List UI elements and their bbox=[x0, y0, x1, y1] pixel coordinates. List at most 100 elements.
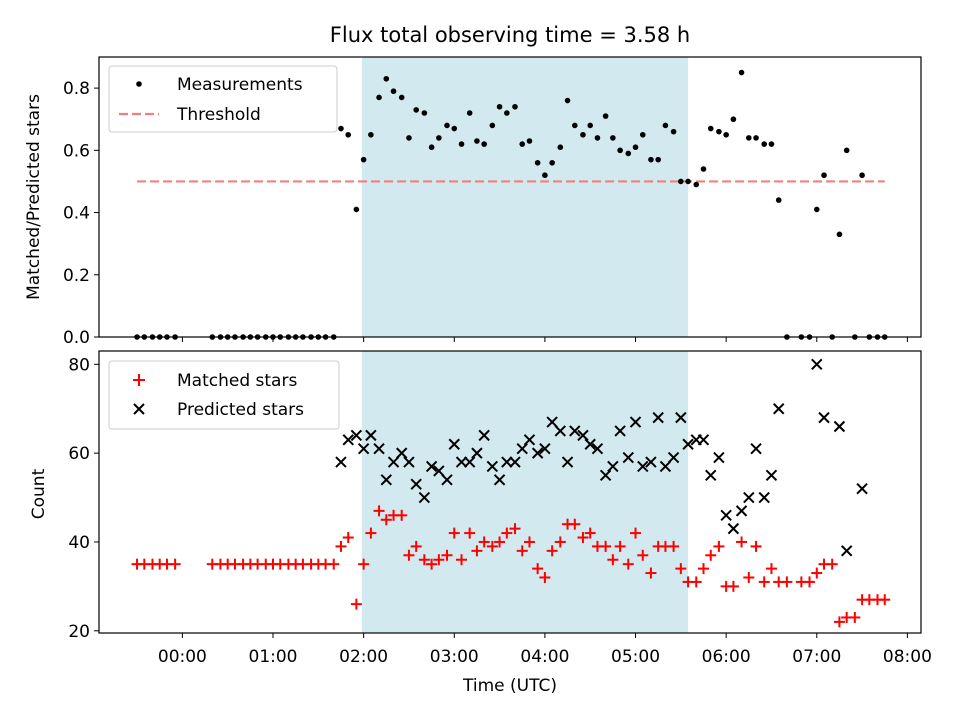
predicted-star-point bbox=[773, 403, 785, 415]
measurement-point bbox=[625, 150, 632, 157]
predicted-star-point bbox=[418, 491, 431, 504]
matched-star-point bbox=[380, 514, 392, 526]
matched-star-point bbox=[727, 580, 739, 592]
matched-star-point bbox=[736, 536, 748, 548]
predicted-star-point bbox=[395, 447, 408, 459]
measurement-point bbox=[436, 135, 442, 141]
matched-star-point bbox=[554, 536, 566, 548]
predicted-star-point bbox=[523, 434, 536, 446]
predicted-star-point bbox=[539, 442, 551, 455]
measurement-point bbox=[648, 156, 654, 163]
measurement-point bbox=[836, 231, 843, 238]
matched-star-point bbox=[433, 554, 445, 566]
predicted-star-point bbox=[486, 460, 499, 473]
matched-star-point bbox=[637, 549, 649, 561]
predicted-star-point bbox=[403, 456, 415, 468]
measurement-point bbox=[564, 97, 571, 104]
predicted-star-point bbox=[577, 429, 589, 442]
matched-star-point bbox=[849, 611, 861, 623]
predicted-star-point bbox=[735, 505, 748, 517]
measurement-point bbox=[474, 138, 480, 144]
predicted-star-point bbox=[599, 469, 612, 482]
measurement-point bbox=[700, 166, 707, 172]
matched-star-point bbox=[448, 527, 460, 539]
measurement-point bbox=[345, 131, 352, 138]
legend-matched-label: Matched stars bbox=[177, 371, 297, 391]
predicted-star-point bbox=[758, 491, 770, 504]
matched-star-point bbox=[546, 545, 558, 557]
measurement-point bbox=[761, 141, 768, 147]
measurement-point bbox=[775, 197, 782, 203]
measurement-point bbox=[519, 141, 526, 147]
measurement-point bbox=[746, 135, 752, 141]
measurement-point bbox=[451, 125, 458, 132]
measurement-point bbox=[587, 122, 594, 129]
measurement-point bbox=[632, 144, 639, 151]
predicted-star-point bbox=[584, 438, 596, 450]
matched-star-point bbox=[478, 536, 490, 548]
measurement-point bbox=[571, 122, 578, 129]
predicted-star-point bbox=[811, 358, 823, 371]
measurement-point bbox=[821, 172, 827, 179]
predicted-star-point bbox=[531, 447, 544, 459]
x-tick-label: 04:00 bbox=[520, 647, 569, 667]
predicted-star-point bbox=[365, 429, 377, 442]
y-tick-label: 60 bbox=[68, 444, 90, 464]
predicted-star-point bbox=[833, 420, 846, 433]
bottom-plot-frame bbox=[98, 350, 922, 634]
predicted-star-point bbox=[335, 456, 347, 468]
matched-star-point bbox=[811, 567, 823, 579]
matched-star-point bbox=[622, 558, 634, 570]
measurement-point bbox=[368, 131, 374, 138]
measurement-point bbox=[617, 147, 623, 154]
matched-star-point bbox=[705, 549, 717, 561]
measurement-point bbox=[360, 156, 367, 163]
measurement-point bbox=[481, 141, 487, 147]
measurement-point bbox=[813, 206, 820, 213]
measurement-point bbox=[390, 88, 397, 95]
predicted-star-point bbox=[387, 456, 400, 468]
y-tick-label: 0.0 bbox=[63, 328, 90, 348]
matched-star-point bbox=[833, 616, 845, 628]
predicted-star-point bbox=[637, 460, 649, 473]
legend-matched-marker bbox=[133, 374, 145, 386]
bottom-panel: Count Time (UTC) 00:00 01:00 02:00 03:00 04:… bbox=[29, 350, 932, 696]
y-tick-label: 0.8 bbox=[63, 79, 90, 99]
measurement-point bbox=[662, 122, 669, 129]
top-legend: Measurements Threshold bbox=[108, 65, 338, 133]
matched-star-point bbox=[743, 571, 755, 583]
predicted-star-point bbox=[471, 447, 483, 459]
measurement-point bbox=[716, 128, 722, 135]
observing-window-shade bbox=[361, 57, 689, 337]
measurement-point bbox=[768, 141, 775, 147]
measurement-point bbox=[383, 75, 390, 82]
predicted-star-point bbox=[614, 425, 626, 437]
predicted-star-point bbox=[425, 460, 438, 473]
bottom-legend: Matched stars Predicted stars bbox=[108, 360, 340, 430]
measurement-point bbox=[685, 178, 691, 185]
measurement-point bbox=[843, 147, 850, 154]
measurement-point bbox=[338, 125, 344, 132]
predicted-star-point bbox=[463, 456, 476, 468]
matched-star-point bbox=[169, 558, 181, 570]
predicted-star-point bbox=[675, 411, 687, 424]
top-panel: Flux total observing time = 3.58 h Match… bbox=[24, 23, 922, 348]
predicted-star-point bbox=[697, 434, 710, 446]
top-plot-frame bbox=[98, 56, 922, 338]
matched-star-point bbox=[403, 549, 415, 561]
measurement-point bbox=[730, 116, 737, 123]
predicted-star-point bbox=[645, 456, 657, 468]
measurement-point bbox=[512, 103, 518, 110]
measurement-point bbox=[678, 178, 684, 185]
legend-predicted-label: Predicted stars bbox=[177, 400, 304, 420]
measurement-point bbox=[707, 125, 714, 132]
matched-star-point bbox=[373, 505, 385, 517]
chart-title: Flux total observing time = 3.58 h bbox=[330, 23, 690, 47]
y-tick-label: 0.6 bbox=[63, 141, 90, 161]
predicted-star-point bbox=[818, 411, 830, 424]
matched-star-point bbox=[456, 554, 468, 566]
measurement-point bbox=[428, 144, 435, 151]
measurement-point bbox=[444, 122, 450, 129]
matched-star-point bbox=[396, 509, 408, 521]
